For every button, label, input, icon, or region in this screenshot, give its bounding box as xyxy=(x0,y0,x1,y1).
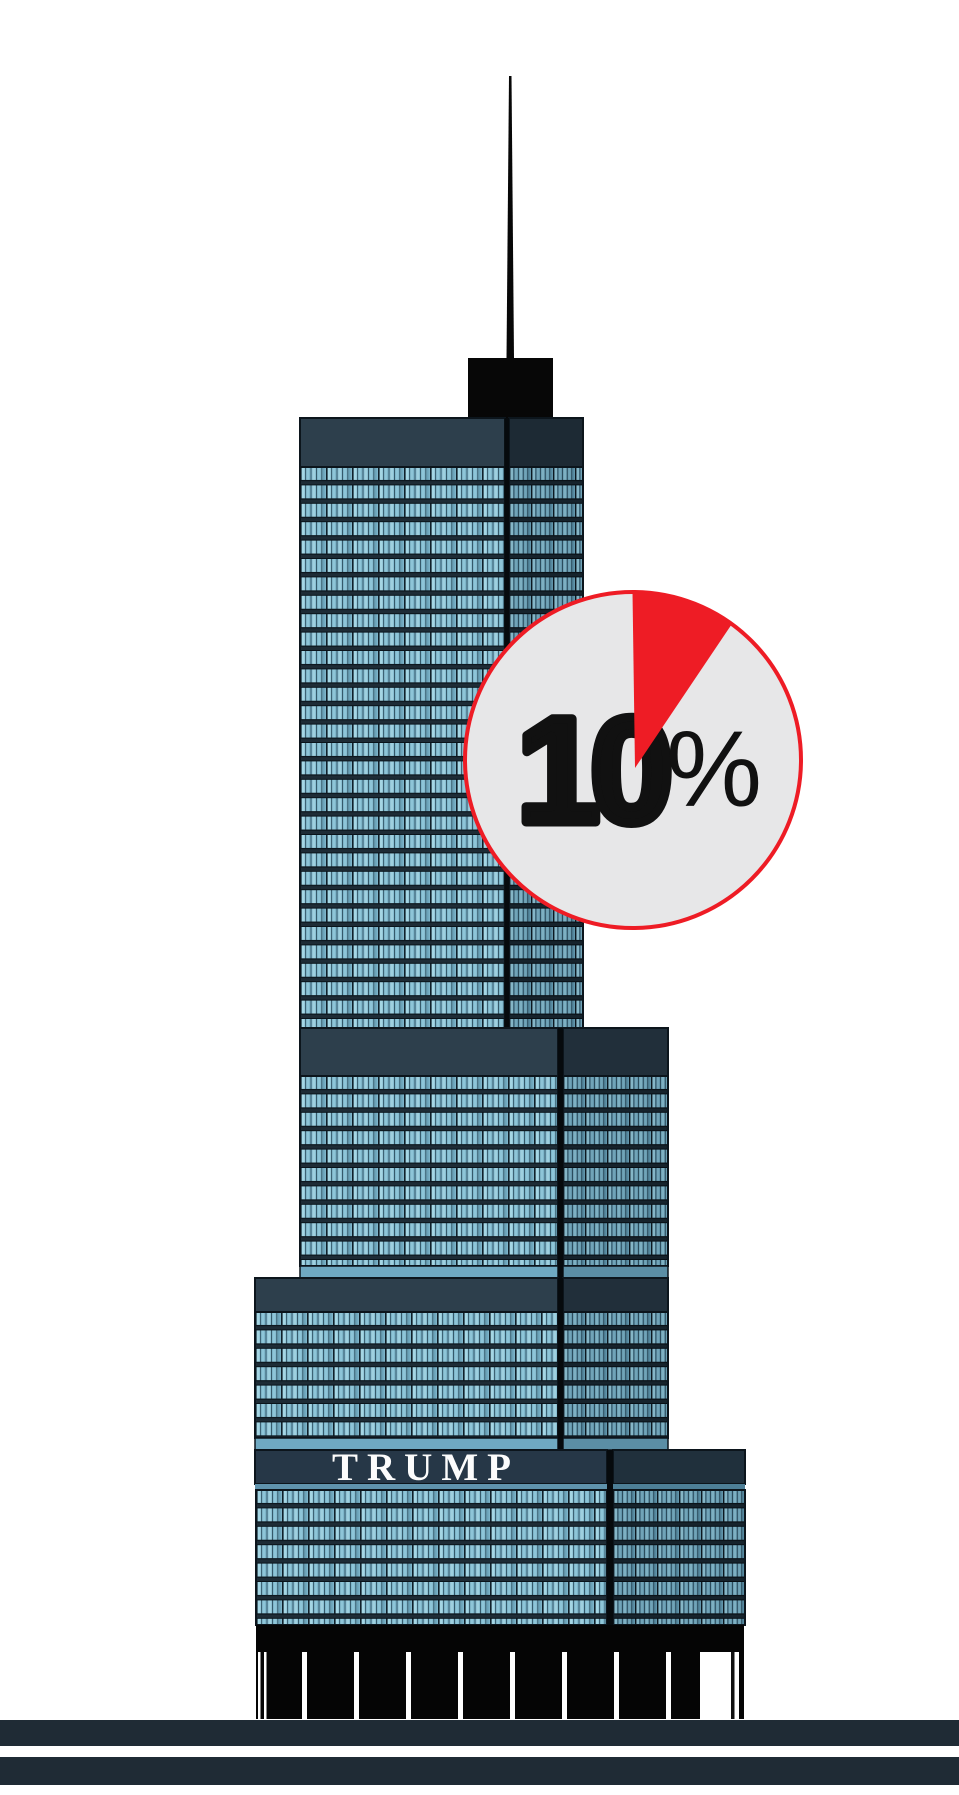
percent-value-label: 10 xyxy=(517,686,668,854)
trump-sign-text: TRUMP xyxy=(332,1446,520,1489)
pie-chart: 10 % xyxy=(463,590,803,930)
sign-band-side xyxy=(612,1449,746,1485)
tower-base: TRUMP xyxy=(254,1446,746,1626)
spire-base-cap xyxy=(468,358,553,418)
tier2-corner-line xyxy=(558,1028,563,1278)
base-side-windows xyxy=(612,1489,746,1626)
percent-sign-label: % xyxy=(666,708,762,829)
tier2-side-windows xyxy=(562,1075,669,1267)
tower-tier-2 xyxy=(299,1027,669,1279)
spire-antenna xyxy=(506,76,514,358)
tier3-side-windows xyxy=(562,1311,669,1439)
base-corner-line xyxy=(607,1450,613,1625)
colonnade-base xyxy=(256,1625,744,1719)
tier3-corner-line xyxy=(558,1278,563,1450)
tier2-front-windows xyxy=(299,1075,559,1267)
pie-slice-10-percent xyxy=(632,591,732,768)
street-lines xyxy=(0,1720,959,1785)
tower-illustration: TRUMP xyxy=(0,76,959,1785)
tier3-front-windows xyxy=(254,1311,559,1439)
base-front-windows xyxy=(255,1489,608,1626)
tower-tier-3 xyxy=(254,1277,669,1451)
